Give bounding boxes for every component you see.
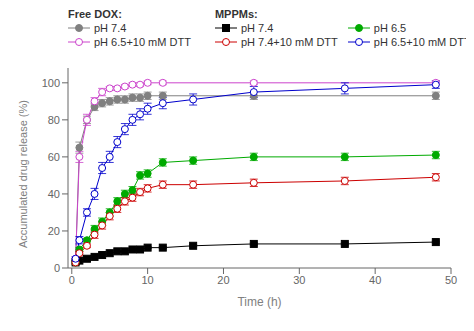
- svg-text:50: 50: [445, 274, 457, 286]
- svg-text:80: 80: [48, 114, 60, 126]
- svg-text:40: 40: [369, 274, 381, 286]
- html-text:MPPMs:: MPPMs:: [214, 8, 258, 20]
- html-text:pH 6.5: pH 6.5: [373, 22, 407, 34]
- svg-text:Time (h): Time (h): [237, 295, 281, 309]
- svg-text:30: 30: [293, 274, 305, 286]
- html-text:pH 7.4: pH 7.4: [94, 22, 127, 34]
- svg-text:10: 10: [142, 274, 154, 286]
- html-text:Free DOX:: Free DOX:: [68, 8, 122, 20]
- html-text:pH 7.4+10 mM DTT: pH 7.4+10 mM DTT: [240, 36, 338, 48]
- svg-text:60: 60: [48, 151, 60, 163]
- svg-text:Accumulated drug release (%): Accumulated drug release (%): [17, 100, 29, 248]
- svg-text:0: 0: [69, 274, 75, 286]
- svg-text:100: 100: [42, 77, 60, 89]
- svg-text:40: 40: [48, 188, 60, 200]
- html-text:pH 6.5+10 mM DTT: pH 6.5+10 mM DTT: [94, 36, 191, 48]
- svg-text:20: 20: [217, 274, 229, 286]
- svg-text:0: 0: [54, 262, 60, 274]
- html-text:pH 6.5+10 mM DTT: pH 6.5+10 mM DTT: [373, 36, 471, 48]
- svg-text:20: 20: [48, 225, 60, 237]
- html-text:pH 7.4: pH 7.4: [240, 22, 274, 34]
